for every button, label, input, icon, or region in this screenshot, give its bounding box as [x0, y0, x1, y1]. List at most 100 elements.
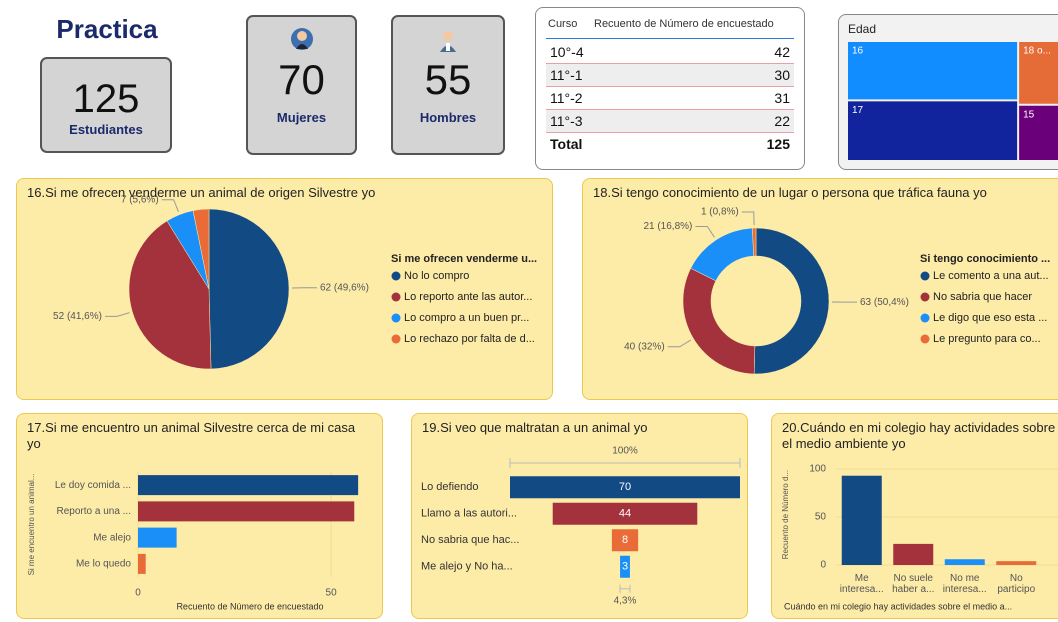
table-row: 11°-3 22: [546, 110, 794, 133]
legend-title: Si me ofrecen venderme u...: [391, 253, 537, 265]
funnel-bar: [611, 529, 639, 552]
treemap-cell: [848, 101, 1018, 160]
bar-chart: 0 50 Le doy comida ... Reporto a una ... Me …: [27, 472, 359, 611]
legend-label: No sabria que hacer: [933, 291, 1032, 303]
chart-title: 19.Si veo que maltratan a un animal yo: [422, 420, 648, 435]
cell: 11°-2: [550, 90, 583, 106]
card-value: 55: [424, 56, 472, 103]
data-label: 62 (49,6%): [320, 282, 369, 293]
data-label: 63 (50,4%): [860, 297, 909, 308]
y-axis-label: Recuento de Número d...: [781, 470, 790, 559]
bar: [138, 527, 177, 548]
pie-chart: 62 (49,6%) 52 (41,6%) 7 (5,6%) Si me ofrece…: [53, 194, 537, 370]
table: Curso Recuento de Número de encuestado 1…: [535, 7, 805, 170]
column-header: Curso: [548, 18, 578, 30]
data-label: 44: [619, 508, 631, 520]
bar: [138, 475, 359, 496]
y-tick-label: Me alejo: [93, 532, 131, 543]
y-tick-label: Me lo quedo: [76, 559, 131, 570]
x-axis-label: Recuento de Número de encuestado: [176, 601, 323, 611]
x-tick-label: No participo: [997, 573, 1036, 595]
x-tick-label: 50: [326, 588, 338, 599]
legend-swatch: [391, 313, 401, 323]
y-tick-label: 0: [820, 560, 826, 571]
treemap: 16 17 18 o... 15: [848, 42, 1058, 160]
data-label: 52 (41,6%): [53, 311, 102, 322]
bracket: [619, 584, 631, 593]
bar: [996, 561, 1037, 565]
header-rule: [546, 38, 794, 39]
cell: 31: [774, 90, 790, 106]
table-row: 10°-4 42: [546, 41, 794, 64]
legend-label: No lo compro: [404, 270, 469, 282]
bar: [841, 475, 882, 565]
table-row: 11°-1 30: [546, 64, 794, 87]
cell: 10°-4: [550, 44, 584, 60]
category-label: Lo defiendo: [421, 481, 479, 493]
chart-title: 20.Cuándo en mi colegio hay actividades …: [782, 420, 1056, 451]
cell: 42: [774, 44, 790, 60]
x-tick-label: Me interesa...: [839, 573, 884, 595]
cell-label: 15: [1023, 109, 1035, 120]
slice: [128, 220, 212, 370]
cell: 22: [774, 113, 790, 129]
legend-swatch: [391, 271, 401, 281]
x-axis-label: Cuándo en mi colegio hay actividades sob…: [784, 601, 1012, 611]
card: 125 Estudiantes: [40, 57, 172, 153]
chart-panel: 17.Si me encuentro un animal Silvestre c…: [16, 413, 383, 619]
funnel-chart: 100% 70 Lo defiendo 44 Llamo a las autori...…: [421, 446, 741, 606]
legend-title: Si tengo conocimiento ...: [920, 253, 1050, 265]
legend-label: Lo reporto ante las autor...: [404, 291, 532, 303]
legend-label: Lo compro a un buen pr...: [404, 312, 529, 324]
cell: 30: [774, 67, 790, 83]
column-chart: 0 50 100 Cuándo en mi colegio hay actividad…: [781, 464, 1058, 611]
cell: Total: [550, 136, 583, 152]
cell: 11°-3: [550, 113, 583, 129]
chart-panel: 19.Si veo que maltratan a un animal yo 1…: [411, 413, 748, 619]
legend-label: Le comento a una aut...: [933, 270, 1049, 282]
chart-panel: 16.Si me ofrecen venderme un animal de o…: [16, 178, 553, 400]
total-row: Total 125: [546, 133, 794, 155]
data-label: 3: [622, 561, 628, 573]
data-label: 70: [619, 481, 631, 493]
leader-line: [161, 199, 179, 213]
legend-swatch: [920, 334, 930, 344]
card-label: Estudiantes: [69, 122, 143, 137]
x-tick-label: No me interesa...: [942, 573, 987, 595]
data-label: 8: [622, 534, 628, 546]
card: 70 Mujeres: [246, 15, 357, 155]
card-value: 125: [72, 77, 140, 121]
cell-label: 18 o...: [1023, 46, 1051, 57]
treemap-cell: [1019, 42, 1058, 104]
slice: [192, 208, 210, 290]
card: 55 Hombres: [391, 15, 505, 155]
data-label: 1 (0,8%): [701, 207, 739, 218]
chart-panel: 20.Cuándo en mi colegio hay actividades …: [771, 413, 1058, 619]
bracket: [509, 458, 741, 468]
slice: [753, 227, 830, 375]
bar: [944, 559, 985, 565]
card-label: Hombres: [419, 110, 477, 125]
cell-label: 16: [852, 46, 864, 57]
legend-swatch: [920, 292, 930, 302]
legend-label: Le pregunto para co...: [933, 333, 1041, 345]
page-title: Practica: [56, 14, 158, 44]
bar: [138, 501, 355, 522]
legend-swatch: [920, 271, 930, 281]
x-tick-label: 0: [135, 588, 141, 599]
slice: [208, 208, 290, 370]
chart-title: Edad: [848, 22, 877, 36]
data-label: 40 (32%): [624, 341, 665, 352]
slice: [682, 267, 756, 375]
treemap-panel: Edad 16 17 18 o... 15: [838, 14, 1058, 170]
category-label: Llamo a las autori...: [421, 508, 517, 520]
card-value: 70: [278, 56, 325, 103]
icon: [440, 31, 456, 52]
leader-line: [104, 312, 130, 317]
data-label: 21 (16,8%): [643, 221, 692, 232]
data-label: 7 (5,6%): [121, 194, 159, 205]
funnel-bar: [552, 502, 698, 525]
chart-title: 18.Si tengo conocimiento de un lugar o p…: [593, 185, 987, 200]
y-tick-label: 50: [815, 512, 827, 523]
icon: [290, 28, 313, 50]
